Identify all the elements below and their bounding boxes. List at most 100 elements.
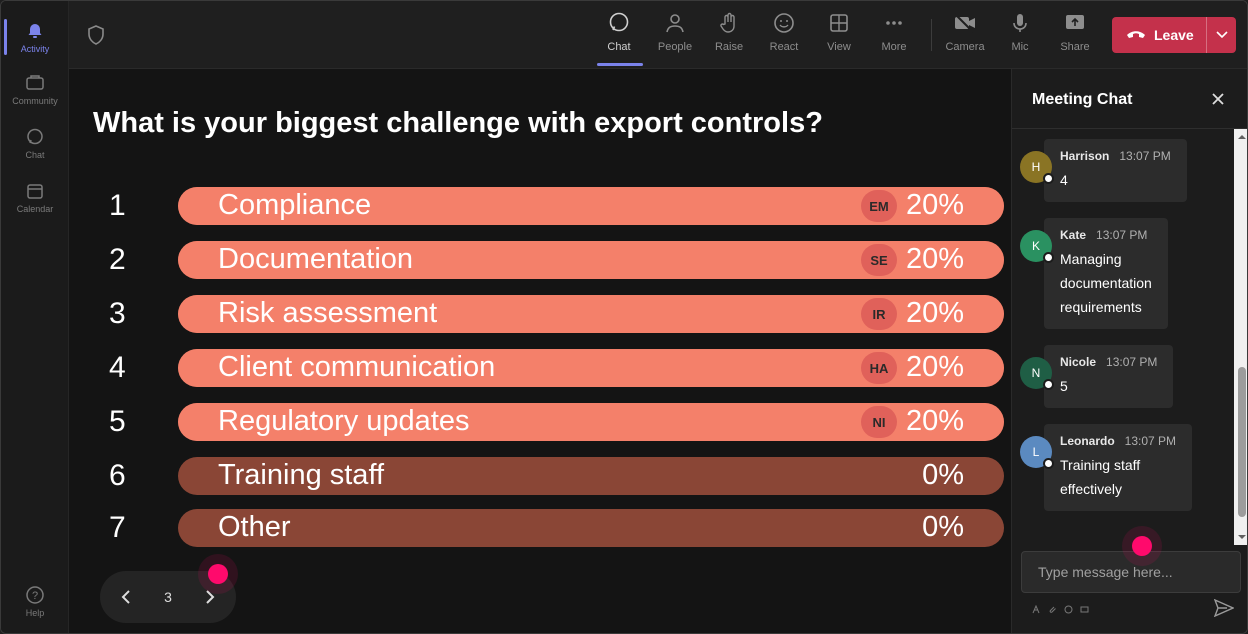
toolbar-camera-button[interactable]: Camera bbox=[939, 11, 991, 61]
toolbar-label: Mic bbox=[1011, 41, 1029, 53]
chat-compose-tools bbox=[1030, 603, 1090, 615]
leave-button[interactable]: Leave bbox=[1112, 17, 1236, 53]
message-text: Training staff effectively bbox=[1060, 453, 1176, 501]
scroll-up-arrow-icon bbox=[1238, 135, 1246, 139]
toolbar-label: Raise bbox=[714, 41, 744, 53]
leave-divider bbox=[1206, 17, 1207, 53]
previous-page-button[interactable] bbox=[114, 585, 138, 609]
phone-hangup-icon bbox=[1126, 27, 1146, 43]
message-text: 4 bbox=[1060, 168, 1171, 192]
toolbar-label: React bbox=[769, 41, 799, 53]
rail-item-chat[interactable]: Chat bbox=[1, 117, 69, 169]
poll-option-percentage: 0% bbox=[922, 511, 964, 543]
poll-option-label: Other bbox=[218, 511, 291, 543]
chat-message-input[interactable] bbox=[1021, 551, 1241, 593]
message-text: Managing documentation requirements bbox=[1060, 247, 1152, 319]
message-bubble[interactable]: Nicole 13:07 PM 5 bbox=[1044, 345, 1174, 408]
page-number: 3 bbox=[164, 589, 172, 605]
message-bubble[interactable]: Kate 13:07 PM Managing documentation require… bbox=[1044, 218, 1168, 329]
poll-option-row: 3 Risk assessment IR 20% bbox=[69, 295, 1011, 333]
pointer-indicator bbox=[1132, 536, 1152, 556]
message-header: Kate 13:07 PM bbox=[1060, 228, 1152, 242]
rail-item-activity[interactable]: Activity bbox=[1, 11, 69, 63]
avatar-initial: H bbox=[1031, 160, 1041, 174]
bell-icon bbox=[25, 21, 45, 41]
chat-scrollbar[interactable] bbox=[1234, 129, 1247, 545]
sender-name: Nicole bbox=[1060, 355, 1097, 369]
toolbar-label: Chat bbox=[607, 41, 631, 53]
leave-options-button[interactable] bbox=[1207, 26, 1236, 44]
gif-icon[interactable] bbox=[1078, 603, 1090, 615]
poll-option-percentage: 20% bbox=[905, 351, 964, 383]
shield-icon[interactable] bbox=[87, 25, 107, 45]
emoji-icon[interactable] bbox=[1062, 603, 1074, 615]
toolbar-people-button[interactable]: People bbox=[649, 11, 701, 61]
poll-option-number: 4 bbox=[109, 351, 126, 384]
poll-option-row: 2 Documentation SE 20% bbox=[69, 241, 1011, 279]
poll-option-row: 4 Client communication HA 20% bbox=[69, 349, 1011, 387]
toolbar-chat-button[interactable]: Chat bbox=[593, 11, 645, 61]
leave-main[interactable]: Leave bbox=[1112, 27, 1206, 43]
message-text: 5 bbox=[1060, 374, 1157, 398]
poll-option-row: 1 Compliance EM 20% bbox=[69, 187, 1011, 225]
poll-option-row: 7 Other 0% bbox=[69, 509, 1011, 547]
toolbar-label: View bbox=[827, 41, 851, 53]
rail-item-help[interactable]: ? Help bbox=[1, 575, 69, 627]
toolbar-more-button[interactable]: More bbox=[868, 11, 920, 61]
chevron-right-icon bbox=[206, 590, 215, 604]
toolbar-share-button[interactable]: Share bbox=[1049, 11, 1101, 61]
rail-item-community[interactable]: Community bbox=[1, 63, 69, 115]
sender-name: Leonardo bbox=[1060, 434, 1115, 448]
voter-avatar: HA bbox=[861, 352, 897, 384]
poll-option-bar: Compliance EM 20% bbox=[178, 187, 1004, 225]
chat-scroll-thumb[interactable] bbox=[1238, 367, 1246, 517]
message-line: documentation bbox=[1060, 275, 1152, 291]
avatar[interactable]: K bbox=[1020, 230, 1054, 263]
toolbar-mic-button[interactable]: Mic bbox=[994, 11, 1046, 61]
message-bubble[interactable]: Harrison 13:07 PM 4 bbox=[1044, 139, 1187, 202]
toolbar-label: More bbox=[881, 41, 907, 53]
message-bubble[interactable]: Leonardo 13:07 PM Training staff effectivel… bbox=[1044, 424, 1193, 511]
rail-label: Chat bbox=[25, 149, 45, 160]
send-button[interactable] bbox=[1213, 598, 1236, 621]
message-timestamp: 13:07 PM bbox=[1106, 355, 1158, 369]
close-chat-button[interactable] bbox=[1208, 89, 1228, 109]
poll-option-label: Compliance bbox=[218, 189, 372, 221]
poll-option-percentage: 20% bbox=[905, 243, 964, 275]
sender-name: Kate bbox=[1060, 228, 1087, 242]
toolbar-raise-button[interactable]: Raise bbox=[703, 11, 755, 61]
message-timestamp: 13:07 PM bbox=[1096, 228, 1148, 242]
avatar[interactable]: H bbox=[1020, 151, 1054, 184]
toolbar-label: Share bbox=[1060, 41, 1090, 53]
next-page-button[interactable] bbox=[198, 585, 222, 609]
chat-title: Meeting Chat bbox=[1032, 91, 1133, 108]
poll-option-label: Regulatory updates bbox=[218, 405, 470, 437]
toolbar-view-button[interactable]: View bbox=[813, 11, 865, 61]
avatar[interactable]: L bbox=[1020, 436, 1054, 469]
attach-icon[interactable] bbox=[1046, 603, 1058, 615]
message-timestamp: 13:07 PM bbox=[1119, 149, 1171, 163]
presence-status-icon bbox=[1043, 173, 1054, 184]
chat-message-list[interactable]: Harrison 13:07 PM 4 H Kate 13:07 PM Managing do… bbox=[1012, 129, 1234, 545]
microphone-icon bbox=[1008, 11, 1032, 35]
avatar-initial: N bbox=[1031, 366, 1041, 380]
poll-option-number: 1 bbox=[109, 189, 126, 222]
community-icon bbox=[25, 73, 45, 93]
chat-icon bbox=[607, 11, 631, 35]
poll-option-percentage: 20% bbox=[905, 189, 964, 221]
poll-option-label: Client communication bbox=[218, 351, 496, 383]
svg-text:?: ? bbox=[32, 590, 38, 602]
send-icon bbox=[1213, 598, 1235, 618]
rail-label: Calendar bbox=[16, 203, 54, 214]
poll-option-row: 5 Regulatory updates NI 20% bbox=[69, 403, 1011, 441]
chat-icon bbox=[25, 127, 45, 147]
avatar[interactable]: N bbox=[1020, 357, 1054, 390]
rail-label: Help bbox=[25, 607, 45, 618]
rail-item-calendar[interactable]: Calendar bbox=[1, 171, 69, 223]
toolbar-react-button[interactable]: React bbox=[758, 11, 810, 61]
poll-option-percentage: 20% bbox=[905, 405, 964, 437]
format-icon[interactable] bbox=[1030, 603, 1042, 615]
poll-option-label: Training staff bbox=[218, 459, 385, 491]
message-line: Training staff bbox=[1060, 457, 1141, 473]
